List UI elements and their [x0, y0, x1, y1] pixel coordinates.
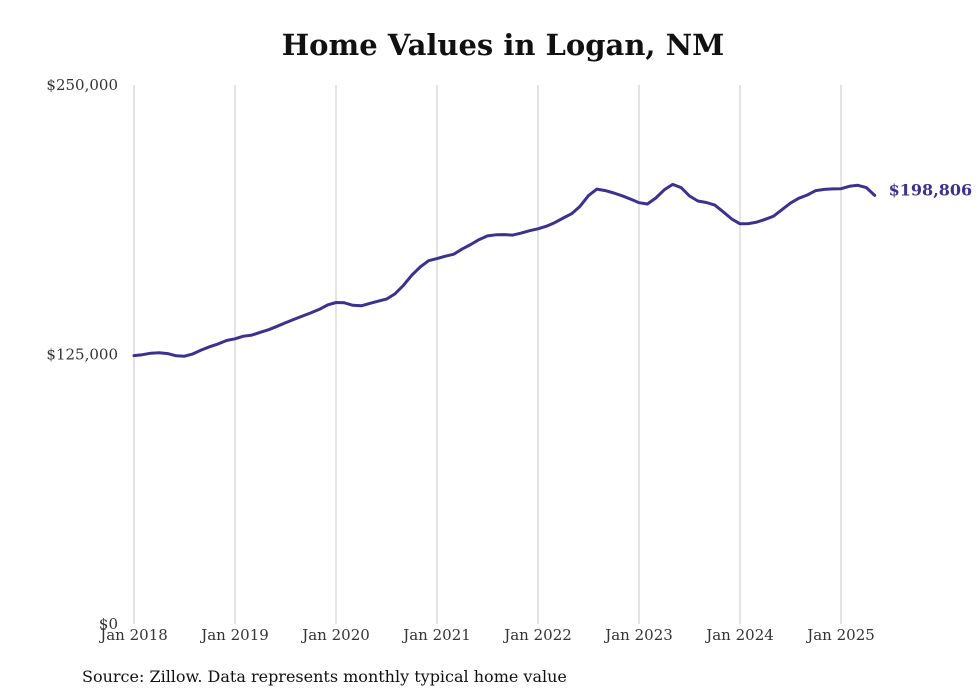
end-value-label: $198,806 — [889, 180, 973, 199]
x-tick-label: Jan 2025 — [805, 626, 875, 644]
y-tick-label: $250,000 — [46, 76, 118, 94]
x-tick-label: Jan 2019 — [199, 626, 269, 644]
source-note: Source: Zillow. Data represents monthly … — [82, 667, 567, 686]
y-tick-label: $0 — [99, 615, 118, 633]
x-tick-label: Jan 2020 — [300, 626, 370, 644]
x-tick-label: Jan 2024 — [704, 626, 774, 644]
x-tick-label: Jan 2021 — [401, 626, 471, 644]
y-tick-label: $125,000 — [46, 346, 118, 364]
x-tick-label: Jan 2022 — [502, 626, 572, 644]
x-tick-label: Jan 2023 — [603, 626, 673, 644]
x-axis-ticks: Jan 2018 Jan 2019 Jan 2020 Jan 2021 Jan 2022… — [98, 626, 875, 644]
series-line — [132, 182, 877, 358]
chart-title: Home Values in Logan, NM — [281, 28, 725, 62]
y-axis-ticks: $0 $125,000 $250,000 — [46, 76, 118, 633]
gridlines — [133, 85, 842, 624]
x-tick-label: Jan 2018 — [98, 626, 168, 644]
